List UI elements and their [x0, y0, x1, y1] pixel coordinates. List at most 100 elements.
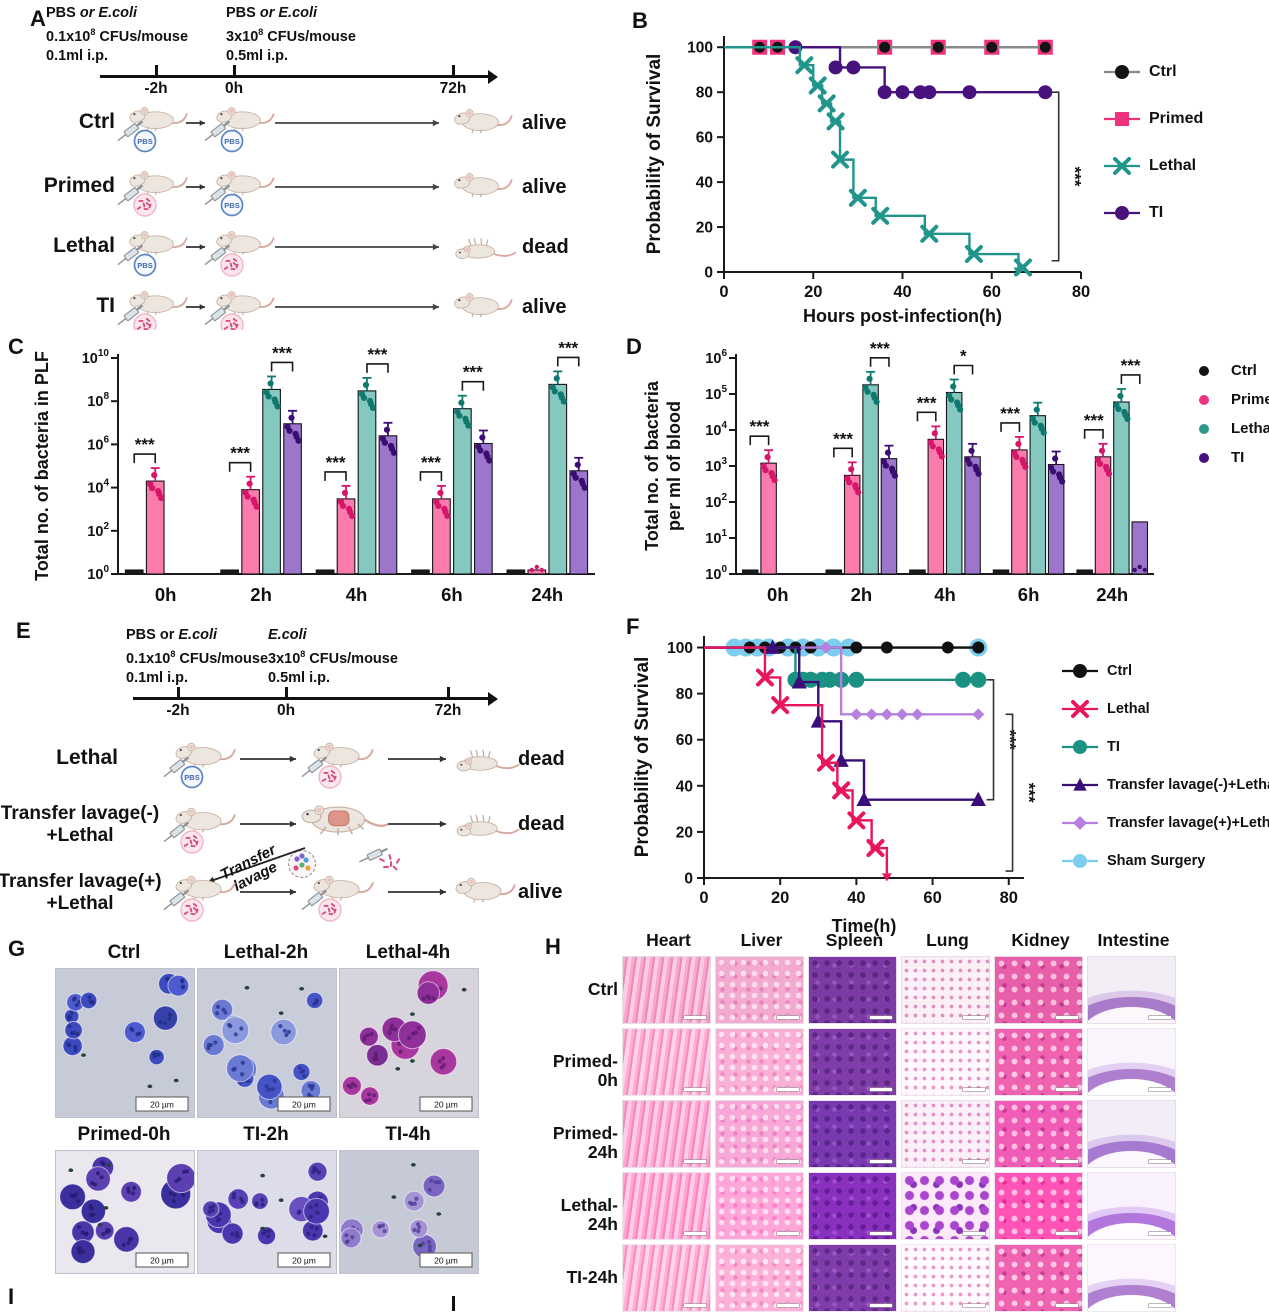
timeline-arrowhead [488, 691, 498, 706]
micrograph-primed-0h: 20 µm [55, 1150, 197, 1274]
svg-text:104: 104 [87, 478, 109, 497]
svg-text:Total no. of bacteria: Total no. of bacteria [642, 380, 662, 551]
panel-e-row-0: Lethal PBS dead [56, 742, 565, 789]
scale-bar [777, 1088, 799, 1091]
syringe-icon [204, 244, 231, 266]
timeline-tick [447, 687, 450, 698]
panel-c-label: C [8, 334, 24, 359]
svg-text:***: *** [870, 339, 890, 358]
legend-b: Ctrl Primed Lethal TI [1102, 48, 1203, 236]
scale-bar [963, 1232, 985, 1235]
panel-e-timeline: -2h 0h 72h [133, 687, 513, 724]
histology-image-primed-24h-spleen [808, 1100, 897, 1168]
svg-text:40: 40 [676, 778, 693, 795]
timeline-tick-label: -2h [166, 702, 190, 719]
mouse-icon [216, 291, 275, 316]
scale-bar [963, 1088, 985, 1091]
histology-image-lethal-24h-lung [901, 1172, 990, 1240]
syringe-icon [301, 756, 328, 778]
scale-bar [1056, 1304, 1078, 1307]
panel-i-divider [452, 1296, 455, 1311]
dose-line: 3x108 CFUs/mouse [268, 649, 398, 667]
svg-text:20 µm: 20 µm [150, 1100, 174, 1110]
svg-text:20 µm: 20 µm [292, 1100, 316, 1110]
svg-text:***: *** [1084, 411, 1104, 430]
dead-mouse-icon [456, 814, 520, 837]
histology-image-primed-24h-liver [715, 1100, 804, 1168]
dose-line: 0.5ml i.p. [268, 669, 331, 686]
dose-line: 0.1ml i.p. [126, 669, 189, 686]
histology-image-ctrl-intestine [1087, 956, 1176, 1024]
svg-text:***: *** [749, 417, 769, 436]
svg-text:20 µm: 20 µm [434, 1256, 458, 1266]
dose-line: 3x108 CFUs/mouse [226, 27, 356, 45]
legend-label: Lethal [1231, 420, 1269, 437]
scale-bar [777, 1160, 799, 1163]
mouse-icon [129, 231, 188, 256]
scale-bar [1056, 1088, 1078, 1091]
legend-f: Ctrl Lethal TI Transfer lavage(-)+Lethal Tra… [1060, 652, 1269, 880]
svg-text:***: *** [421, 453, 441, 472]
histology-image-ti-24h-spleen [808, 1244, 897, 1312]
svg-text:6h: 6h [1018, 584, 1040, 605]
histology-image-primed-0h-intestine [1087, 1028, 1176, 1096]
svg-text:***: *** [558, 338, 578, 357]
scale-bar [963, 1160, 985, 1163]
pbs-injection-icon: PBS [220, 193, 244, 217]
svg-text:103: 103 [705, 456, 727, 475]
xmark-icon [1062, 700, 1098, 718]
mouse-icon [175, 875, 236, 901]
svg-text:106: 106 [87, 434, 109, 453]
panel-a-schematic: Ctrl PBS PBS alive Primed PBS alive Lethal PBS de… [44, 107, 569, 330]
circle-icon [1199, 423, 1209, 434]
histology-image-ti-24h-lung [901, 1244, 990, 1312]
svg-text:101: 101 [705, 528, 727, 547]
svg-text:per ml of blood: per ml of blood [664, 401, 684, 531]
mouse-icon [216, 231, 275, 256]
micrograph-title-ti-2h: TI-2h [243, 1124, 289, 1145]
svg-text:0: 0 [699, 889, 708, 907]
svg-text:Lethal: Lethal [53, 234, 115, 257]
legend-label: TI [1149, 203, 1164, 221]
circle-icon [1199, 365, 1209, 376]
legend-label: TI [1107, 739, 1120, 755]
mouse-icon [216, 107, 275, 132]
histology-image-ctrl-heart [622, 956, 711, 1024]
micrograph-title-lethal-4h: Lethal-4h [365, 942, 451, 963]
micrograph-title-primed-0h: Primed-0h [77, 1124, 171, 1145]
dead-mouse-icon [456, 749, 520, 772]
dose-line: PBS or E.coli [226, 5, 318, 21]
svg-text:***: *** [272, 343, 292, 362]
pbs-injection-icon: PBS [220, 129, 244, 153]
svg-text:60: 60 [676, 732, 693, 749]
scale-bar [963, 1304, 985, 1307]
svg-text:40: 40 [847, 889, 865, 907]
syringe-icon [163, 889, 190, 911]
svg-text:100: 100 [87, 564, 109, 583]
circle-icon [1062, 740, 1098, 754]
svg-text:Lethal: Lethal [56, 746, 118, 769]
histology-column-lung: Lung [926, 930, 969, 950]
legend-label: TI [1231, 449, 1245, 466]
timeline-tick [177, 687, 180, 698]
syringe-icon [204, 184, 231, 206]
histology-image-lethal-24h-liver [715, 1172, 804, 1240]
svg-text:106: 106 [705, 348, 727, 367]
histology-image-ti-24h-kidney [994, 1244, 1083, 1312]
svg-text:PBS: PBS [224, 137, 239, 146]
panel-a-dose-right: PBS or E.coli 3x108 CFUs/mouse 0.5ml i.p… [226, 4, 356, 66]
dead-mouse-icon [455, 238, 517, 260]
micrograph-lethal-2h: 20 µm [197, 968, 337, 1118]
circle-icon [1062, 854, 1098, 868]
svg-text:***: *** [833, 429, 853, 448]
mouse-icon [216, 171, 275, 196]
svg-text:***: *** [368, 345, 388, 364]
svg-text:20: 20 [804, 283, 822, 301]
syringe-icon [204, 304, 231, 326]
mouse-icon [313, 875, 374, 901]
histology-image-ctrl-liver [715, 956, 804, 1024]
square-icon [1104, 111, 1140, 126]
panel-e-row-2: Transfer lavage(+)+Lethal alive [0, 871, 562, 922]
circle-icon [1104, 205, 1140, 220]
